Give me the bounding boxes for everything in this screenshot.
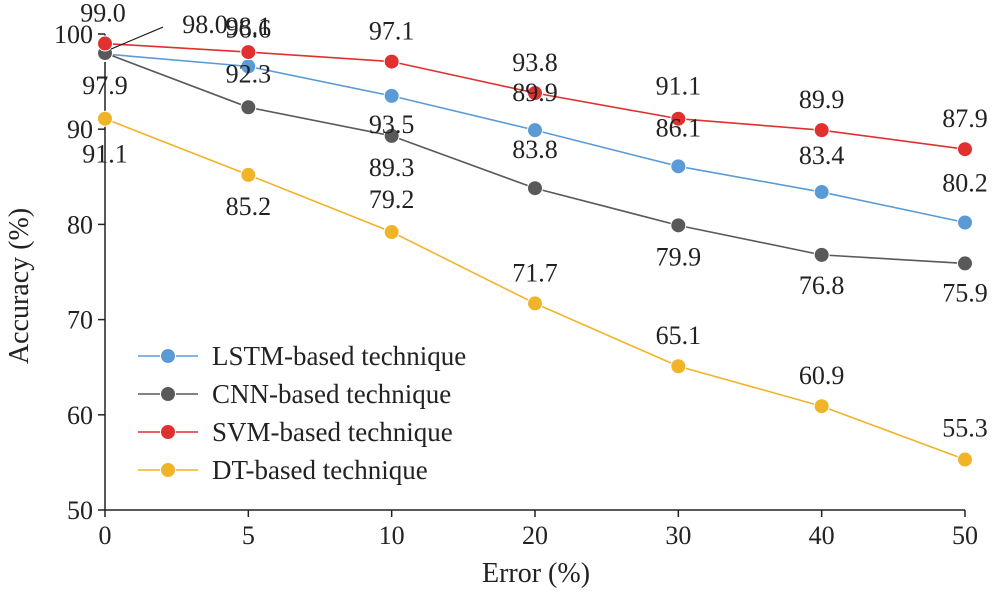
legend-marker [160,462,176,478]
data-point [527,85,543,102]
legend-label: SVM-based technique [212,417,453,447]
data-point [527,122,543,139]
x-tick-label: 0 [99,521,112,550]
legend-label: DT-based technique [212,455,428,485]
data-label: 91.1 [82,140,128,169]
data-label: 87.9 [942,104,988,133]
x-axis-title: Error (%) [482,558,590,589]
x-tick-label: 40 [809,521,835,550]
data-point [670,158,687,175]
data-point [670,358,687,375]
legend-item: DT-based technique [138,455,428,485]
data-point [670,110,687,127]
data-point [957,214,973,231]
y-tick-label: 60 [67,401,93,430]
data-label: 71.7 [512,258,558,287]
data-label: 96.6 [226,14,272,43]
data-label: 83.4 [799,141,845,170]
data-label: 98.0 [182,10,228,39]
legend-marker [160,348,176,364]
x-tick-label: 50 [952,521,978,550]
legend-marker [160,386,176,402]
data-label: 60.9 [799,361,845,390]
data-label: 80.2 [942,168,988,197]
data-label: 98.1 [226,12,272,41]
data-point [240,166,257,183]
data-point [383,87,400,104]
series-1 [97,45,973,272]
data-label: 89.9 [512,78,558,107]
y-tick-label: 90 [67,115,93,144]
data-point [957,451,973,468]
data-point [97,110,113,127]
data-label: 79.2 [369,185,415,214]
data-label: 83.8 [512,135,558,164]
legend: LSTM-based technique CNN-based technique S… [138,341,466,485]
data-point [813,184,830,201]
data-point [383,224,400,241]
data-point [670,217,687,234]
data-label: 55.3 [942,414,988,443]
data-point [957,141,973,158]
data-label: 86.1 [656,113,702,142]
x-tick-label: 5 [242,521,255,550]
y-tick-label: 70 [67,306,93,335]
data-label: 97.9 [82,71,128,100]
data-label: 85.2 [226,192,272,221]
x-tick-label: 30 [665,521,691,550]
y-tick-label: 50 [67,496,93,525]
x-tick-label: 10 [379,521,405,550]
y-tick-label: 80 [67,210,93,239]
data-label: 75.9 [942,278,988,307]
data-label: 97.1 [369,17,415,46]
data-point [813,398,830,415]
legend-item: SVM-based technique [138,417,453,447]
data-point [383,127,400,144]
data-label: 92.3 [226,59,272,88]
data-label: 65.1 [656,321,702,350]
y-tick-label: 100 [54,20,93,49]
data-point [97,35,113,52]
data-point [813,246,830,263]
series-2 [97,35,973,158]
legend-marker [160,424,176,440]
data-point [527,180,543,197]
y-axis-title: Accuracy (%) [4,208,35,364]
data-point [957,255,973,272]
data-labels: 97.9 96.6 93.5 89.9 86.1 83.4 80.2 98.0 92.3 89.3… [80,0,988,443]
legend-label: CNN-based technique [212,379,451,409]
data-point [383,53,400,70]
data-point [240,44,257,61]
data-label: 76.8 [799,271,845,300]
data-point [240,99,257,116]
data-label: 89.3 [369,153,415,182]
series-lines [97,35,973,468]
data-label: 93.5 [369,110,415,139]
axes: 50 60 70 80 90 100 0 5 10 20 30 40 50 [54,20,978,550]
data-label: 91.1 [656,72,702,101]
legend-label: LSTM-based technique [212,341,466,371]
data-point [527,295,543,312]
legend-item: LSTM-based technique [138,341,466,371]
label-leader-line [110,26,164,50]
data-label: 99.0 [80,0,126,28]
legend-item: CNN-based technique [138,379,451,409]
data-point [813,122,830,139]
data-label: 89.9 [799,85,845,114]
x-tick-label: 20 [522,521,548,550]
data-label: 79.9 [656,242,702,271]
data-label: 93.8 [512,48,558,77]
series-3 [97,110,973,468]
